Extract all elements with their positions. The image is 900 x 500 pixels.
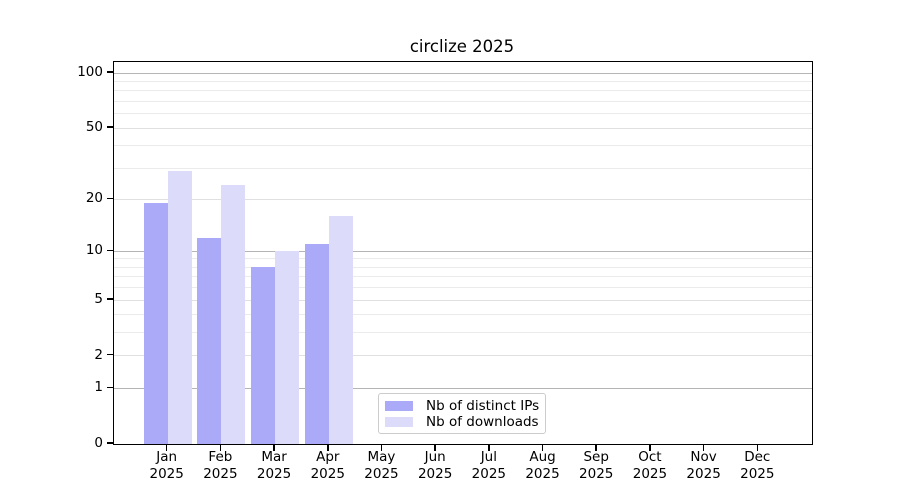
minor-gridline xyxy=(114,332,812,334)
minor-gridline xyxy=(114,314,812,316)
x-tick-label: Jun 2025 xyxy=(417,449,453,482)
x-tickmark xyxy=(219,444,222,451)
y-tickmark xyxy=(107,71,113,73)
major-gridline xyxy=(114,198,812,200)
x-tickmark xyxy=(541,444,544,451)
minor-gridline xyxy=(114,167,812,169)
legend: Nb of distinct IPs Nb of downloads xyxy=(378,393,546,434)
legend-item-distinct-ips: Nb of distinct IPs xyxy=(385,398,540,414)
x-tick-label: Nov 2025 xyxy=(686,449,721,482)
legend-item-downloads: Nb of downloads xyxy=(385,414,539,430)
x-tickmark xyxy=(649,444,651,451)
plot-area xyxy=(113,61,813,445)
legend-swatch-distinct-ips xyxy=(385,401,413,411)
minor-gridline xyxy=(114,90,812,92)
x-tick-label: Aug 2025 xyxy=(525,449,560,482)
decade-gridline xyxy=(114,387,812,389)
y-tickmark xyxy=(107,353,113,356)
minor-gridline xyxy=(114,258,812,260)
y-tickmark xyxy=(107,126,113,128)
legend-swatch-downloads xyxy=(385,417,413,427)
major-gridline xyxy=(114,127,812,129)
x-tick-label: May 2025 xyxy=(364,449,399,482)
x-tickmark xyxy=(702,444,705,451)
x-tick-label: Jan 2025 xyxy=(149,449,184,482)
major-gridline xyxy=(114,299,812,301)
chart-title: circlize 2025 xyxy=(409,37,515,56)
x-tick-label: Apr 2025 xyxy=(310,449,345,482)
y-tick-label: 5 xyxy=(94,291,103,307)
major-gridline xyxy=(114,355,812,357)
x-tick-label: Dec 2025 xyxy=(740,449,775,482)
decade-gridline xyxy=(114,250,812,252)
x-tickmark xyxy=(380,444,383,451)
x-tickmark xyxy=(434,444,436,451)
y-tickmark xyxy=(107,298,113,300)
minor-gridline xyxy=(114,276,812,278)
x-tickmark xyxy=(488,444,490,451)
x-tick-label: Jul 2025 xyxy=(471,449,507,482)
y-tickmark xyxy=(107,249,113,252)
y-tickmark xyxy=(107,386,113,389)
minor-gridline xyxy=(114,81,812,82)
y-tick-label: 10 xyxy=(85,242,103,259)
minor-gridline xyxy=(114,287,812,289)
bar-feb-downloads xyxy=(221,185,246,444)
y-tick-label: 0 xyxy=(94,435,103,451)
x-tick-label: Sep 2025 xyxy=(579,449,614,482)
y-tickmark xyxy=(107,197,113,200)
x-tickmark xyxy=(327,444,329,451)
y-tick-label: 50 xyxy=(85,119,103,136)
y-tick-label: 2 xyxy=(94,346,103,363)
y-tick-label: 1 xyxy=(94,379,103,396)
legend-label-downloads: Nb of downloads xyxy=(426,414,539,430)
legend-label-distinct-ips: Nb of distinct IPs xyxy=(426,398,540,414)
minor-gridline xyxy=(114,100,812,102)
x-tick-label: Oct 2025 xyxy=(632,449,668,482)
bar-mar-downloads xyxy=(275,251,300,444)
decade-gridline xyxy=(114,72,812,74)
minor-gridline xyxy=(114,113,812,115)
x-tickmark xyxy=(595,444,597,451)
y-tick-label: 20 xyxy=(85,190,103,207)
minor-gridline xyxy=(114,145,812,147)
x-tickmark xyxy=(165,444,168,451)
x-tickmark xyxy=(273,444,275,451)
y-tickmark xyxy=(107,442,113,444)
bar-jan-ips xyxy=(143,203,168,444)
bar-apr-ips xyxy=(304,244,329,444)
x-tickmark xyxy=(756,444,759,451)
bar-mar-ips xyxy=(251,267,276,444)
bar-jan-downloads xyxy=(167,170,192,444)
bar-apr-downloads xyxy=(328,216,353,444)
bar-feb-ips xyxy=(197,237,222,444)
y-tick-label: 100 xyxy=(77,64,103,81)
x-tick-label: Mar 2025 xyxy=(256,449,292,482)
minor-gridline xyxy=(114,266,812,268)
x-tick-label: Feb 2025 xyxy=(203,449,238,482)
